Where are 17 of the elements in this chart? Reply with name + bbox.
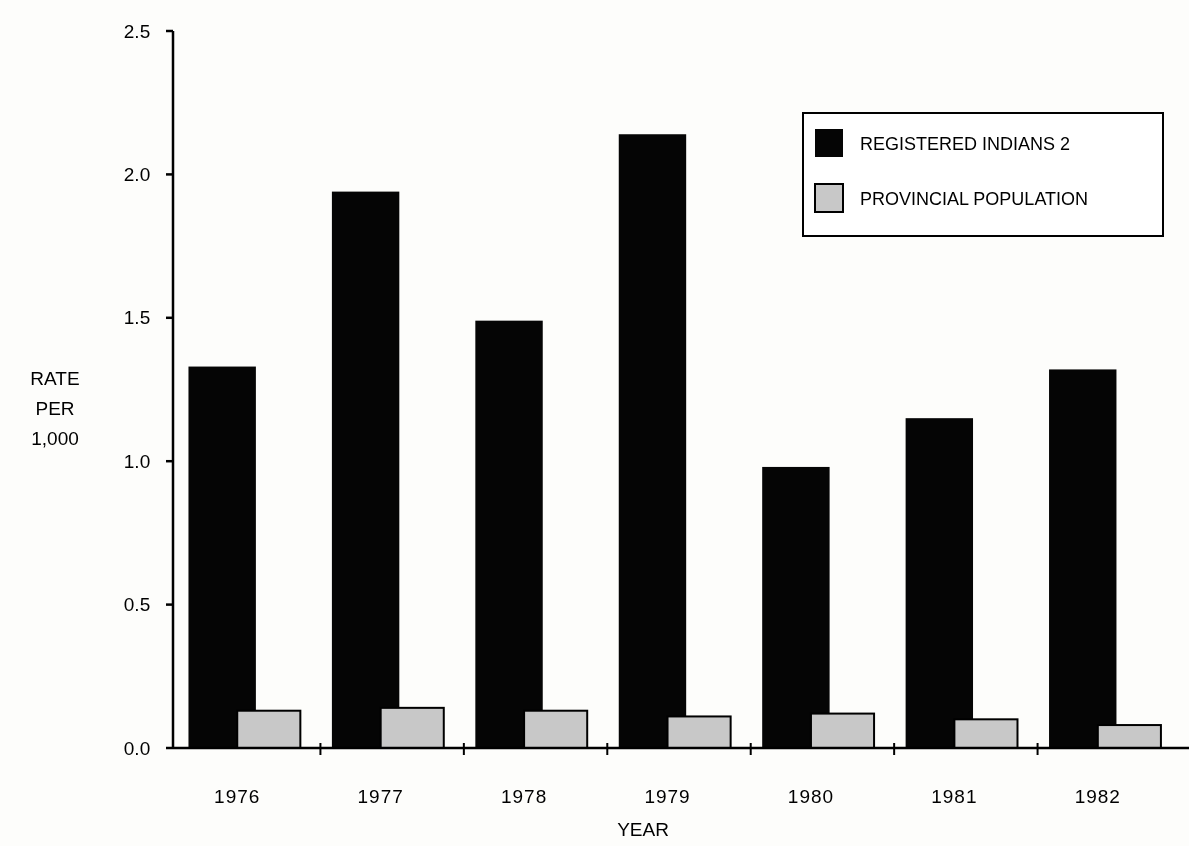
y-axis-title: RATE PER 1,000: [30, 368, 80, 449]
x-tick-label: 1979: [644, 786, 691, 807]
x-tick-label: 1981: [931, 786, 978, 807]
x-tick-label: 1978: [500, 786, 548, 807]
y-tick-label: 0.0: [123, 737, 151, 759]
y-tick-label: 2.0: [123, 164, 151, 186]
legend-label: PROVINCIAL POPULATION: [860, 189, 1089, 210]
y-tick-label: 2.5: [123, 20, 151, 42]
x-axis-title: YEAR: [617, 819, 669, 840]
x-tick-label: 1982: [1074, 786, 1121, 807]
legend-label: REGISTERED INDIANS 2: [860, 134, 1071, 155]
x-tick-label: 1980: [787, 786, 835, 807]
y-tick-label: 1.0: [123, 450, 151, 472]
x-tick-label: 1977: [357, 786, 404, 807]
x-tick-label: 1976: [214, 786, 261, 807]
y-tick-label: 0.5: [123, 594, 151, 616]
y-tick-label: 1.5: [123, 307, 151, 329]
